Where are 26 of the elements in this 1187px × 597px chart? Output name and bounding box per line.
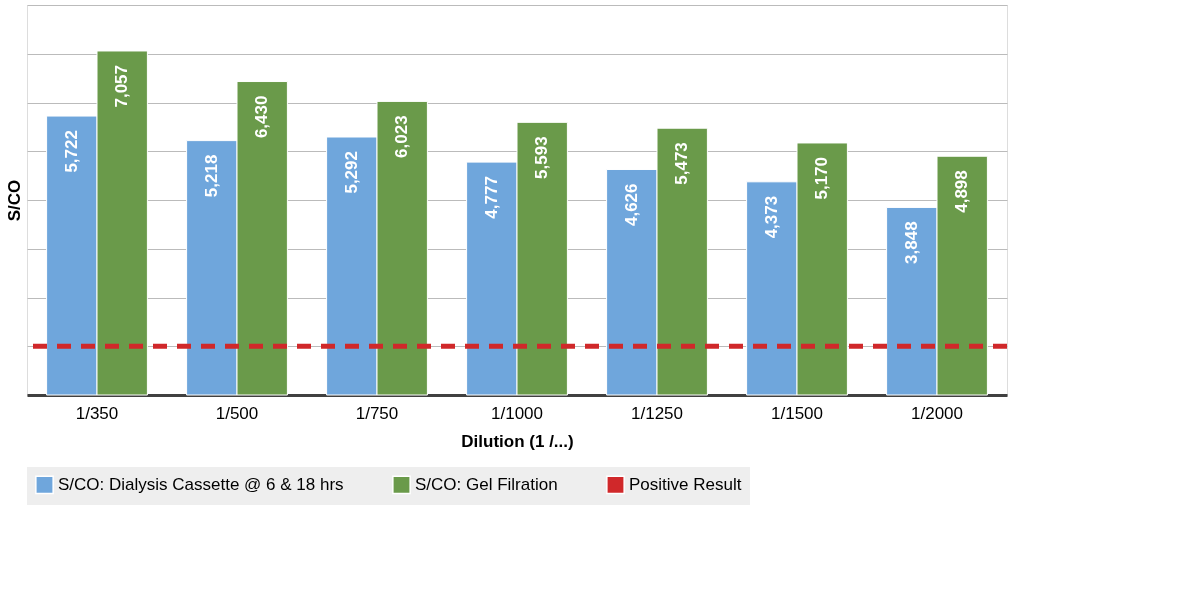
- x-tick-label: 1/750: [355, 403, 399, 423]
- data-label: 5,473: [672, 142, 692, 185]
- data-label: 4,373: [761, 195, 781, 239]
- x-tick-label: 1/2000: [911, 403, 963, 423]
- data-label: 4,626: [621, 183, 641, 227]
- y-axis-title: S/CO: [4, 179, 24, 222]
- legend-label: Positive Result: [629, 474, 742, 494]
- data-label: 3,848: [901, 221, 921, 264]
- data-label: 4,777: [481, 176, 501, 219]
- x-tick-label: 1/1000: [491, 403, 543, 423]
- x-axis-title: Dilution (1 /...): [461, 431, 574, 451]
- x-tick-label: 1/1250: [631, 403, 683, 423]
- x-tick-label: 1/500: [215, 403, 259, 423]
- data-label: 6,430: [252, 95, 272, 139]
- legend-label: S/CO: Dialysis Cassette @ 6 & 18 hrs: [58, 474, 344, 494]
- data-label: 7,057: [112, 64, 132, 108]
- data-label: 5,170: [812, 156, 832, 200]
- data-label: 5,722: [61, 130, 81, 173]
- legend-label: S/CO: Gel Filration: [415, 474, 558, 494]
- data-label: 5,218: [201, 154, 221, 198]
- data-label: 4,898: [952, 170, 972, 213]
- data-label: 5,292: [341, 151, 361, 194]
- x-tick-label: 1/350: [75, 403, 119, 423]
- x-tick-label: 1/1500: [771, 403, 823, 423]
- data-label: 5,593: [532, 136, 552, 179]
- data-label: 6,023: [392, 115, 412, 158]
